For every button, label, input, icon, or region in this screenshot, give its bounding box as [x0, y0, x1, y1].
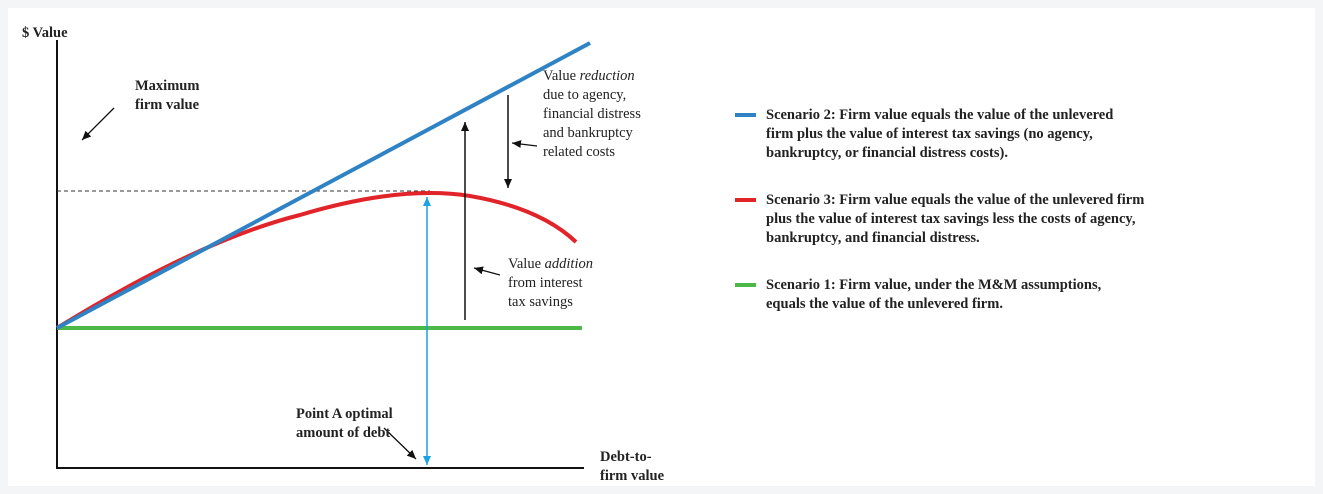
legend-text: firm plus the value of interest tax savi…	[766, 126, 1093, 142]
annotation: Value reduction	[543, 68, 635, 84]
annotation: financial distress	[543, 106, 641, 122]
annotation: from interest	[508, 275, 583, 291]
pointer	[511, 140, 538, 149]
annotation: due to agency,	[543, 87, 626, 103]
legend-text: bankruptcy, and financial distress.	[766, 230, 980, 246]
panel	[8, 8, 1315, 486]
annotation: related costs	[543, 144, 615, 160]
annotation: tax savings	[508, 294, 573, 310]
y-axis-label: $ Value	[22, 25, 68, 41]
annotation-part: Value	[508, 256, 545, 272]
annotation: Value addition	[508, 256, 593, 272]
annotation: Point A optimal	[296, 406, 393, 422]
annotation: and bankruptcy	[543, 125, 634, 141]
annotation-part: Value	[543, 68, 580, 84]
legend-text: Scenario 3: Firm value equals the value …	[766, 192, 1144, 208]
annotation: firm value	[135, 97, 200, 113]
legend-text: Scenario 1: Firm value, under the M&M as…	[766, 277, 1102, 293]
pointer	[81, 107, 115, 141]
legend-text: equals the value of the unlevered firm.	[766, 296, 1003, 312]
legend-text: Scenario 2: Firm value equals the value …	[766, 107, 1113, 123]
pointer	[473, 266, 501, 276]
annotation: amount of debt	[296, 425, 390, 441]
annotation: Maximum	[135, 78, 199, 94]
x-axis-label: firm value	[600, 468, 665, 484]
legend-text: plus the value of interest tax savings l…	[766, 211, 1136, 227]
scenario2-line	[56, 41, 591, 330]
legend-text: bankruptcy, or financial distress costs)…	[766, 145, 1008, 161]
annotation-part: reduction	[580, 68, 635, 84]
scenario3-curve	[55, 191, 578, 330]
pointer	[383, 427, 417, 460]
annotation-part: addition	[545, 256, 593, 272]
x-axis-label: Debt-to-	[600, 449, 652, 465]
